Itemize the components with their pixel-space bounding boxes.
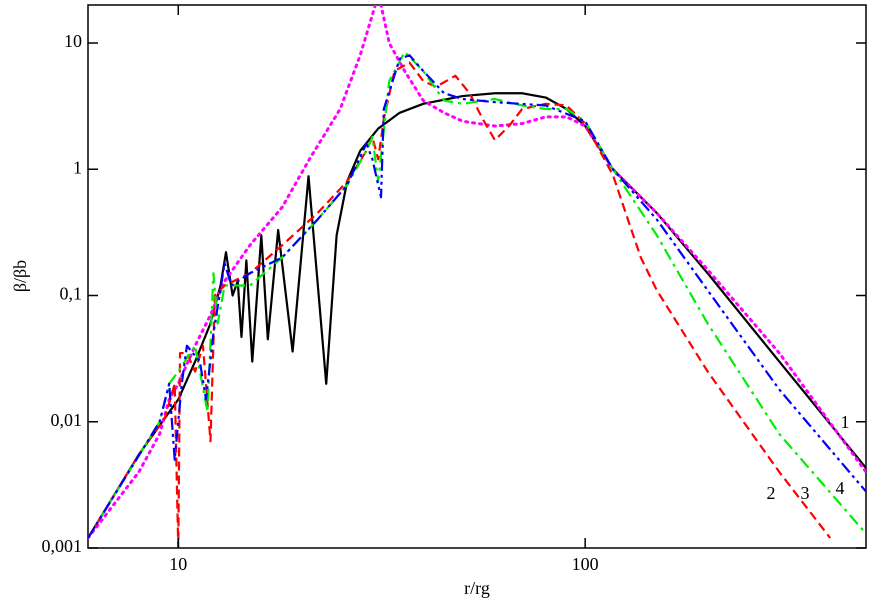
curve-label: 3 [801, 483, 810, 503]
plot-frame [87, 4, 867, 549]
y-axis-label: β/βb [10, 260, 30, 292]
y-tick-label: 0,1 [60, 284, 83, 304]
curve-label: 1 [841, 412, 850, 432]
x-tick-label: 100 [572, 554, 599, 574]
curve [88, 92, 866, 539]
curve-label: 4 [836, 478, 845, 498]
y-tick-label: 1 [73, 157, 82, 177]
y-tick-label: 0,001 [42, 536, 83, 556]
y-tick-label: 0,01 [51, 410, 83, 430]
x-tick-label: 10 [169, 554, 187, 574]
y-tick-label: 10 [64, 31, 82, 51]
curves [88, 5, 866, 548]
curve [88, 5, 866, 540]
curve-label: 2 [767, 483, 776, 503]
curve [88, 54, 866, 539]
x-axis-label: r/rg [464, 578, 490, 598]
curve [88, 50, 866, 539]
